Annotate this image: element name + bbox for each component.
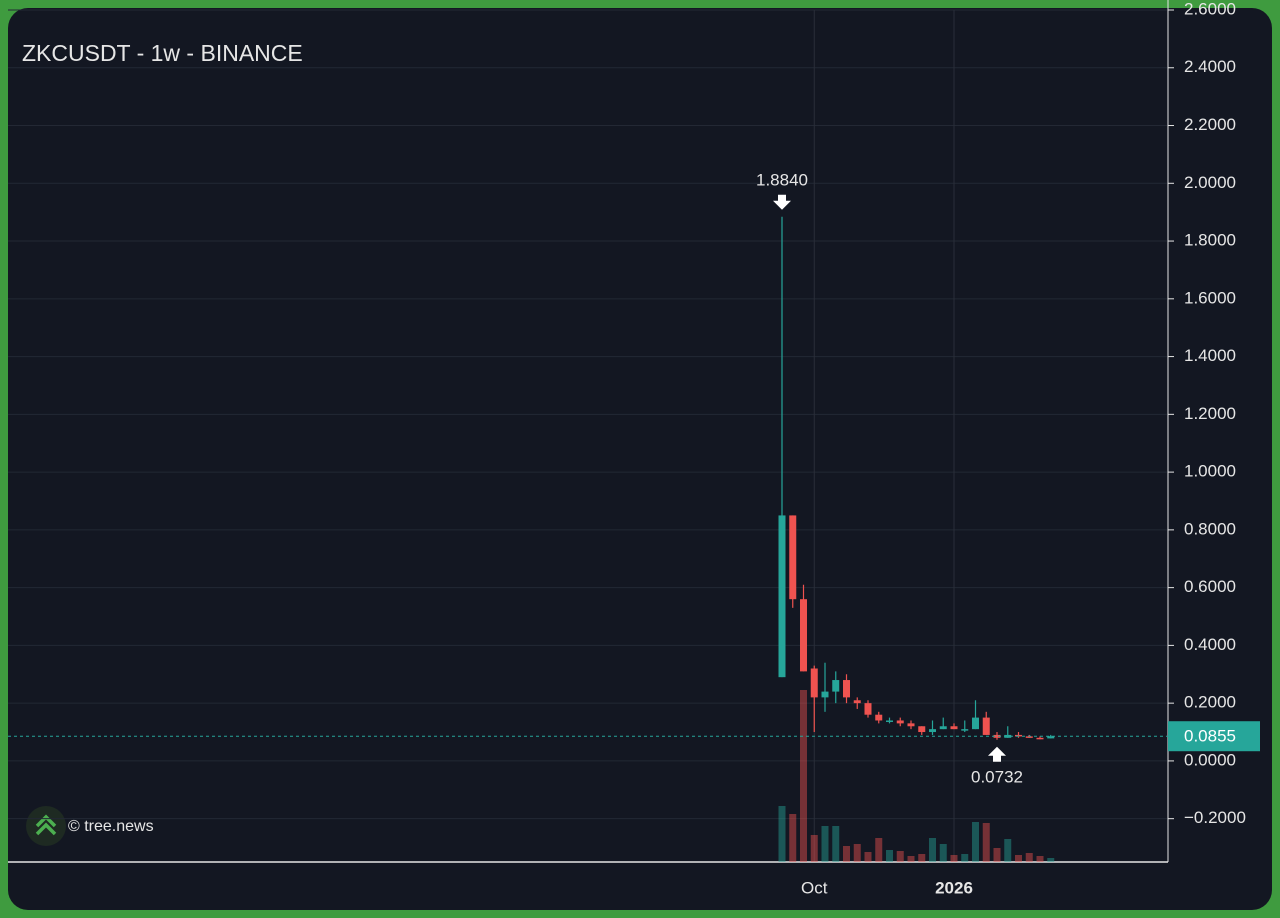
candle-body <box>1036 737 1044 740</box>
y-tick-label: 0.2000 <box>1184 693 1236 712</box>
arrow <box>773 194 791 210</box>
volume-bar <box>853 844 861 862</box>
candle-body <box>864 703 872 715</box>
volume-bar <box>918 854 926 862</box>
volume-bar <box>993 848 1001 862</box>
candle-body <box>907 723 915 727</box>
y-tick-label: 0.4000 <box>1184 635 1236 654</box>
volume-bar <box>1036 856 1044 862</box>
y-tick-label: 1.2000 <box>1184 404 1236 423</box>
volume-bar <box>1047 858 1055 862</box>
volume-bar <box>843 846 850 862</box>
candle-body <box>982 717 990 735</box>
volume-bar <box>982 823 990 862</box>
candle-body <box>993 734 1001 738</box>
panel <box>8 8 1272 910</box>
y-tick-label: 1.0000 <box>1184 462 1236 481</box>
volume-bar <box>939 844 947 862</box>
candle-body <box>961 729 969 731</box>
arrow <box>988 746 1006 762</box>
volume-bar <box>789 814 797 862</box>
volume-bar <box>896 851 904 862</box>
volume-bar <box>864 852 872 862</box>
x-tick-label: Oct <box>801 878 828 897</box>
candle-body <box>853 700 861 704</box>
high-label: 1.8840 <box>756 170 808 189</box>
volume-bar <box>907 856 915 862</box>
volume-bar <box>1025 853 1033 862</box>
y-tick-label: 1.8000 <box>1184 231 1236 250</box>
candle-body <box>896 720 904 724</box>
candle-body <box>886 720 893 722</box>
candle-body <box>1015 734 1022 737</box>
logo-icon <box>35 814 57 836</box>
y-tick-label: 2.6000 <box>1184 0 1236 18</box>
candle-body <box>789 515 797 600</box>
y-tick-label: −0.2000 <box>1184 808 1246 827</box>
volume-bar <box>961 854 969 862</box>
last-price-label: 0.0855 <box>1184 727 1236 746</box>
candle-body <box>972 717 979 730</box>
candle-body <box>918 726 926 733</box>
y-tick-label: 1.6000 <box>1184 288 1236 307</box>
x-tick-label: 2026 <box>935 878 973 897</box>
candle-body <box>778 515 786 678</box>
volume-bar <box>821 826 829 862</box>
volume-bar <box>800 690 807 862</box>
y-tick-label: 0.0000 <box>1184 750 1236 769</box>
volume-bar <box>832 826 840 862</box>
y-tick-label: 1.4000 <box>1184 346 1236 365</box>
volume-bar <box>972 822 979 862</box>
candle-body <box>875 714 883 721</box>
candle-body <box>832 680 840 692</box>
watermark: © tree.news <box>68 818 154 835</box>
low-label: 0.0732 <box>971 767 1023 786</box>
volume-bar <box>1004 839 1012 862</box>
candle-body <box>843 680 850 698</box>
volume-bar <box>929 838 936 862</box>
candle-body <box>1025 736 1033 738</box>
volume-bar <box>875 838 883 862</box>
y-tick-label: 0.6000 <box>1184 577 1236 596</box>
candle-body <box>1047 736 1055 739</box>
y-tick-label: 2.0000 <box>1184 173 1236 192</box>
y-tick-label: 0.8000 <box>1184 519 1236 538</box>
chart-title: ZKCUSDT - 1w - BINANCE <box>22 40 303 66</box>
candle-body <box>810 668 818 698</box>
volume-bar <box>950 855 958 862</box>
y-tick-label: 2.2000 <box>1184 115 1236 134</box>
y-tick-label: 2.4000 <box>1184 57 1236 76</box>
candle-body <box>1004 734 1012 738</box>
volume-bar <box>778 806 786 862</box>
volume-bar <box>1015 855 1022 862</box>
candle-body <box>800 599 807 672</box>
volume-bar <box>886 850 893 862</box>
candle-body <box>939 726 947 730</box>
candle-body <box>929 729 936 733</box>
volume-bar <box>810 835 818 862</box>
last-price-tag <box>1168 721 1260 752</box>
candle-body <box>821 691 829 698</box>
candle-body <box>950 726 958 730</box>
